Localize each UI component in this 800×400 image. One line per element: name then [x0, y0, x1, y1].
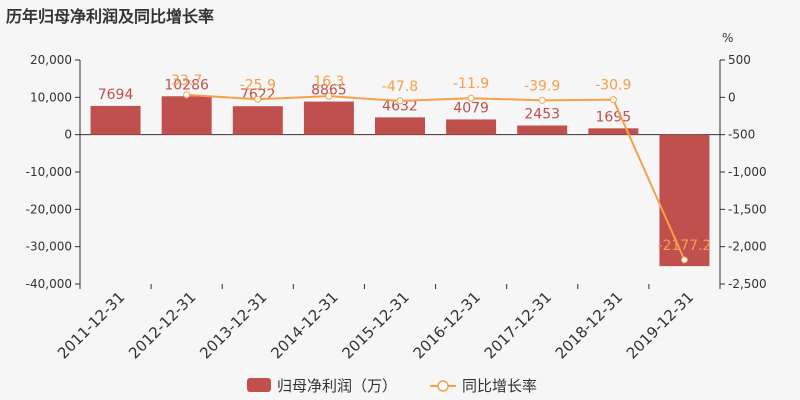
bar-value-label: 4079 [453, 100, 489, 116]
y-left-tick-label: 20,000 [30, 53, 72, 67]
x-tick-label: 2014-12-31 [267, 288, 341, 362]
growth-rate-label: -39.9 [524, 78, 560, 94]
bar [161, 96, 212, 135]
y-left-tick-label: -10,000 [26, 165, 72, 179]
growth-rate-point [467, 94, 475, 102]
y-left-tick-label: 10,000 [30, 90, 72, 104]
growth-rate-point [396, 97, 404, 105]
y-right-tick-label: -1,500 [728, 202, 767, 216]
y-right-tick-label: -2,500 [728, 277, 767, 291]
growth-rate-point [325, 92, 333, 100]
x-tick-label: 2016-12-31 [410, 288, 484, 362]
bar-value-label: 10286 [164, 77, 209, 93]
y-left-tick-label: -20,000 [26, 202, 72, 216]
bar [303, 101, 354, 135]
bar [232, 106, 283, 135]
chart-title: 历年归母净利润及同比增长率 [6, 7, 215, 26]
bar [375, 117, 425, 135]
x-tick-label: 2017-12-31 [481, 288, 555, 362]
bar-value-label: 7694 [98, 87, 134, 103]
growth-rate-label: 16.3 [313, 74, 344, 90]
bar-value-label: 1695 [596, 109, 632, 125]
bar-value-label: 2453 [524, 107, 560, 123]
y-right-unit-label: % [722, 31, 733, 45]
x-tick-label: 2012-12-31 [125, 288, 199, 362]
growth-rate-point [538, 96, 546, 104]
bar-value-label: 8865 [311, 83, 347, 99]
bar-value-label: 4632 [382, 98, 418, 114]
bar [517, 125, 568, 135]
growth-rate-point [254, 95, 262, 103]
y-left-tick-label: -30,000 [26, 240, 72, 254]
growth-rate-point [609, 96, 617, 104]
bar [90, 105, 141, 135]
y-right-tick-label: -1,000 [728, 165, 767, 179]
growth-rate-label: 33.7 [171, 73, 202, 89]
y-right-tick-label: -2,000 [728, 240, 767, 254]
y-right-tick-label: -500 [728, 128, 755, 142]
bar [588, 128, 639, 135]
growth-rate-label: -11.9 [453, 76, 489, 92]
bar [659, 134, 710, 267]
bar-value-label: -35216 [660, 247, 710, 263]
bar [446, 119, 497, 135]
growth-rate-point [680, 256, 688, 264]
y-left-tick-label: 0 [64, 128, 72, 142]
y-right-tick-label: 0 [728, 90, 736, 104]
growth-rate-label: -30.9 [595, 78, 631, 94]
growth-rate-label: -2177.2 [657, 238, 711, 254]
legend-line-marker [437, 380, 449, 392]
x-tick-label: 2013-12-31 [196, 288, 270, 362]
y-left-tick-label: -40,000 [26, 277, 72, 291]
x-tick-label: 2019-12-31 [623, 288, 697, 362]
growth-rate-label: -47.8 [382, 79, 418, 95]
legend-bar-label: 归母净利润（万） [277, 377, 397, 395]
growth-rate-label: -25.9 [240, 77, 276, 93]
y-right-tick-label: 500 [728, 53, 751, 67]
legend-bar-swatch [247, 378, 271, 392]
x-tick-label: 2011-12-31 [54, 288, 128, 362]
x-tick-label: 2015-12-31 [338, 288, 412, 362]
legend-line-label: 同比增长率 [462, 377, 537, 395]
growth-rate-point [183, 91, 191, 99]
growth-rate-line [186, 93, 686, 261]
x-tick-label: 2018-12-31 [552, 288, 626, 362]
